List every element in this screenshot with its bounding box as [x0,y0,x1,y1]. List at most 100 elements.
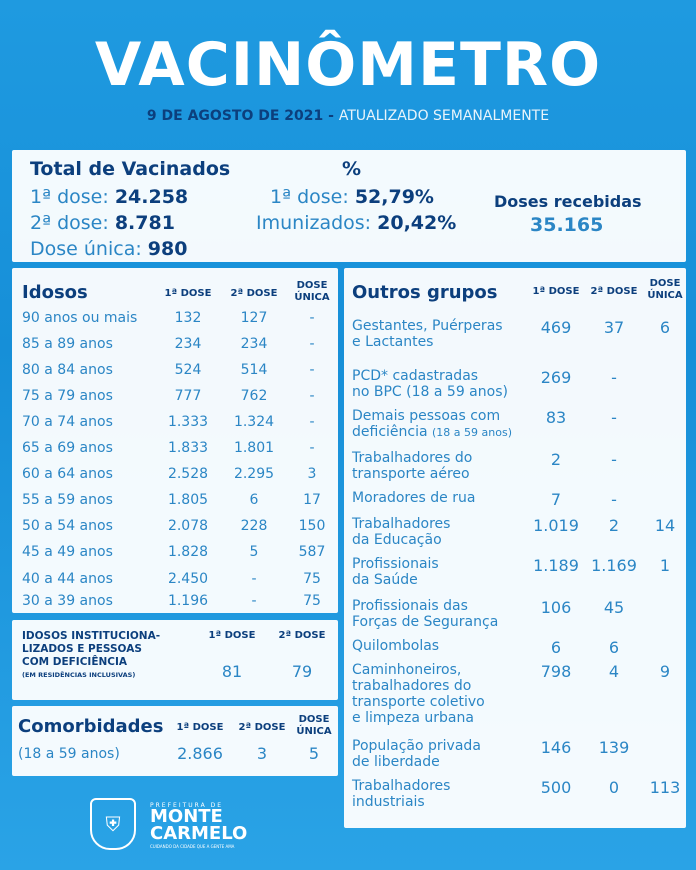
dose-value: - [309,362,315,378]
comorbidities-card: Comorbidades 1ª DOSE 2ª DOSE DOSE ÚNICA … [12,706,338,776]
dose-value: 1.833 [167,440,209,456]
group-label: Quilombolas [352,638,440,654]
dose-value: - [309,388,315,404]
dose-value: 106 [540,598,572,617]
dose-value: - [309,414,315,430]
dose-value: 1.019 [533,516,579,535]
dose-value: 514 [240,362,268,378]
dose-value: - [251,593,257,609]
dose-value: 762 [240,388,268,404]
pct-first-dose: 1ª dose: 52,79% [270,186,434,208]
page-title: VACINÔMETRO [94,30,602,100]
city-logo: ⛨ PREFEITURA DE MONTE CARMELO CUIDANDO D… [90,798,260,852]
dose-value: 524 [174,362,202,378]
dose-value: 150 [298,518,326,534]
dose-value: 132 [174,310,202,326]
update-text: ATUALIZADO SEMANALMENTE [338,108,550,124]
group-label: Profissionais das Forças de Segurança [352,598,499,630]
dose-value: 469 [540,318,572,337]
dose-value: 777 [174,388,202,404]
dose-value: 139 [598,738,630,757]
dose-value: 798 [540,662,572,681]
dose-value: 127 [240,310,268,326]
idosos-title: Idosos [22,282,88,303]
age-range-label: 30 a 39 anos [22,593,113,609]
institutionalized-card: IDOSOS INSTITUCIONA- LIZADOS E PESSOAS C… [12,620,338,700]
other-groups-card: Outros grupos 1ª DOSE 2ª DOSE DOSE ÚNICA… [344,268,686,828]
dose-value: - [611,450,617,469]
dose-value: 17 [303,492,321,508]
dose-value: - [309,440,315,456]
dose-value: 9 [659,662,671,681]
other-col-1: 1ª DOSE [532,286,580,297]
dose-value: 234 [174,336,202,352]
dose-value: - [611,368,617,387]
group-label: Trabalhadores do transporte aéreo [352,450,473,482]
age-range-label: 80 a 84 anos [22,362,113,378]
dose-value: - [309,310,315,326]
dose-value: 14 [654,516,676,535]
col-header-1: 1ª DOSE [164,288,212,299]
other-col-3: DOSE ÚNICA [647,278,683,301]
group-label: População privada de liberdade [352,738,481,770]
group-label: Trabalhadores da Educação [352,516,451,548]
dose-value: 228 [240,518,268,534]
age-range-label: 45 a 49 anos [22,544,113,560]
group-label: Profissionais da Saúde [352,556,439,588]
comorb-col-1: 1ª DOSE [176,722,224,733]
dose-value: 4 [608,662,620,681]
dose-value: 6 [249,492,259,508]
group-label: Gestantes, Puérperas e Lactantes [352,318,503,350]
dose-value: 1.169 [591,556,637,575]
dose-value: 2.450 [167,571,209,587]
age-range-label: 75 a 79 anos [22,388,113,404]
pct-immunized: Imunizados: 20,42% [256,212,457,234]
dose-value: 75 [303,593,321,609]
idosos-card: Idosos 1ª DOSE 2ª DOSE DOSE ÚNICA 90 ano… [12,268,338,613]
age-range-label: 70 a 74 anos [22,414,113,430]
age-range-label: 85 a 89 anos [22,336,113,352]
col-header-2: 2ª DOSE [230,288,278,299]
dose-value: 1.189 [533,556,579,575]
dose-value: 2 [550,450,562,469]
dose-value: 146 [540,738,572,757]
dose-value: 1 [659,556,671,575]
first-dose-total: 1ª dose: 24.258 [30,186,189,208]
group-label: Caminhoneiros, trabalhadores do transporte… [352,662,485,726]
dose-value: 1.801 [233,440,275,456]
comorb-age-label: (18 a 59 anos) [18,746,120,762]
comorbidities-title: Comorbidades [18,716,164,737]
age-range-label: 50 a 54 anos [22,518,113,534]
dose-value: 0 [608,778,620,797]
dose-value: 3 [307,466,317,482]
group-label: PCD* cadastradas no BPC (18 a 59 anos) [352,368,508,400]
comorb-col-3: DOSE ÚNICA [296,714,332,737]
age-range-label: 65 a 69 anos [22,440,113,456]
inst-dose-1: 81 [221,662,243,681]
dose-value: 83 [545,408,567,427]
dose-value: 75 [303,571,321,587]
comorb-dose-2: 3 [256,744,268,763]
dose-value: 6 [550,638,562,657]
date-text: 9 DE AGOSTO DE 2021 - [146,108,334,124]
age-range-label: 90 anos ou mais [22,310,138,326]
dose-value: 1.805 [167,492,209,508]
other-col-2: 2ª DOSE [590,286,638,297]
dose-value: 6 [608,638,620,657]
comorb-col-2: 2ª DOSE [238,722,286,733]
institutionalized-label: IDOSOS INSTITUCIONA- LIZADOS E PESSOAS C… [22,630,161,679]
inst-col-2: 2ª DOSE [278,630,326,641]
comorb-dose-single: 5 [308,744,320,763]
dose-value: 2.078 [167,518,209,534]
col-header-3: DOSE ÚNICA [294,280,330,303]
dose-value: 2 [608,516,620,535]
dose-value: - [611,408,617,427]
second-dose-total: 2ª dose: 8.781 [30,212,175,234]
group-label: Demais pessoas com deficiência (18 a 59 a… [352,408,512,440]
dose-value: 1.196 [167,593,209,609]
dose-value: 269 [540,368,572,387]
age-range-label: 60 a 64 anos [22,466,113,482]
summary-card: Total de Vacinados % 1ª dose: 24.258 2ª … [12,150,686,262]
total-title: Total de Vacinados [30,158,231,180]
dose-value: 113 [649,778,681,797]
